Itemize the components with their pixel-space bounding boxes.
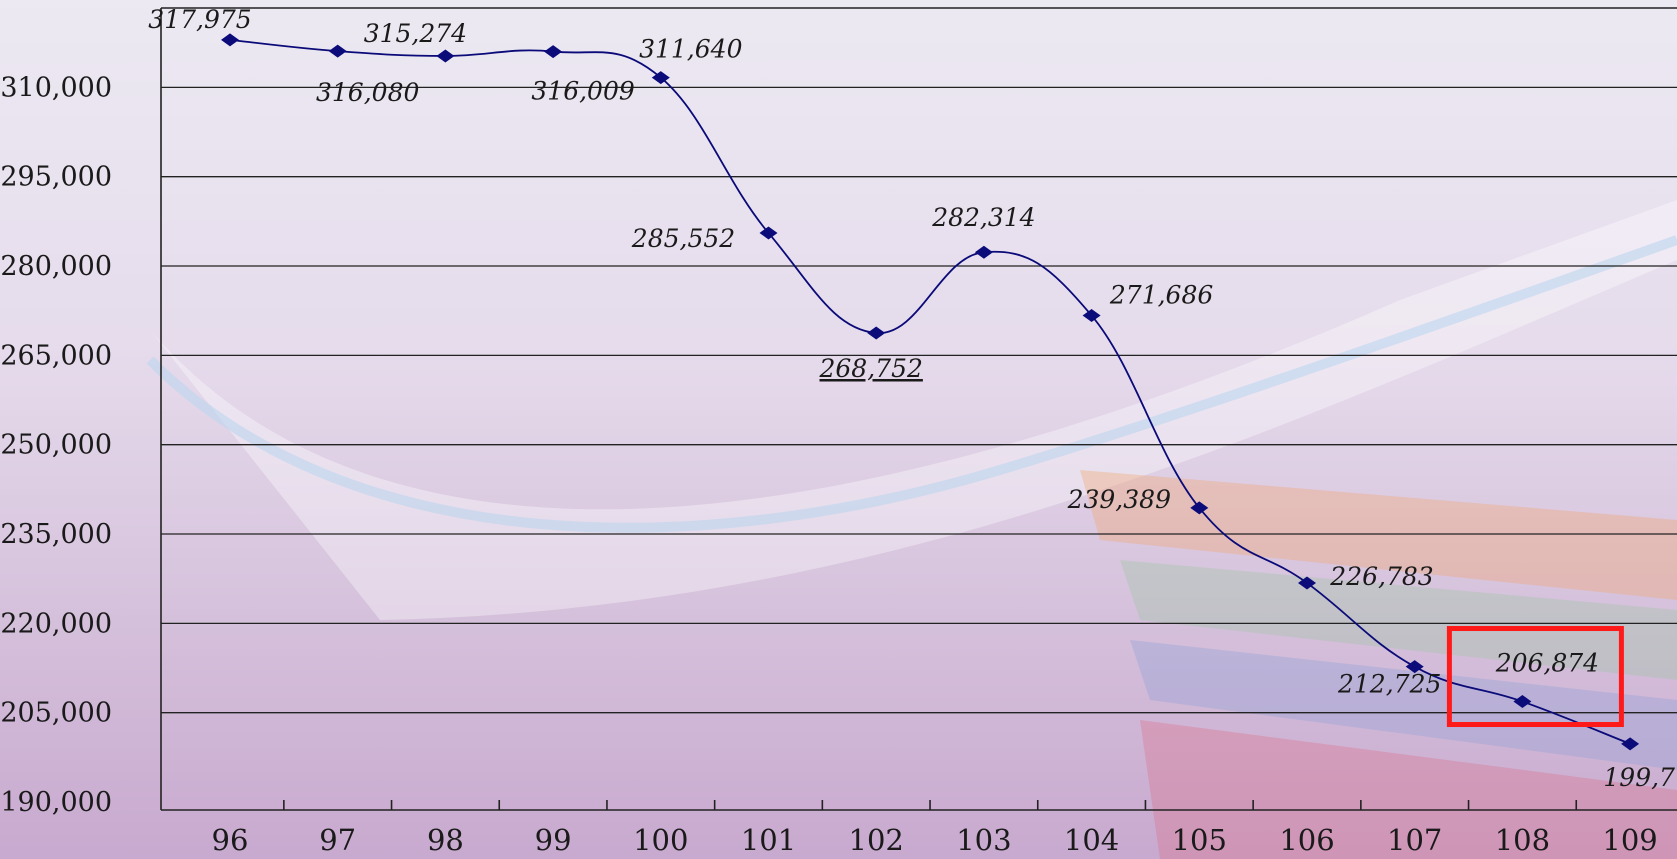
data-label: 282,314 bbox=[931, 203, 1035, 232]
data-label: 212,725 bbox=[1337, 670, 1441, 699]
y-tick-label: 250,000 bbox=[0, 430, 112, 461]
axes bbox=[160, 7, 1677, 811]
data-point-marker bbox=[974, 245, 993, 259]
data-label: 199,770 bbox=[1603, 763, 1677, 792]
x-tick-label: 107 bbox=[1387, 823, 1442, 857]
data-point-marker bbox=[1621, 737, 1640, 751]
data-label: 317,975 bbox=[148, 5, 251, 34]
y-tick-label: 190,000 bbox=[0, 787, 112, 818]
data-label: 226,783 bbox=[1329, 562, 1433, 591]
data-point-marker bbox=[867, 326, 886, 340]
data-point-marker bbox=[651, 71, 670, 85]
data-label: 285,552 bbox=[631, 224, 735, 253]
data-label: 206,874 bbox=[1495, 649, 1599, 678]
highlight-box bbox=[1446, 626, 1624, 728]
y-tick-label: 310,000 bbox=[0, 72, 112, 103]
data-point-marker bbox=[544, 45, 563, 59]
x-tick-label: 106 bbox=[1279, 823, 1334, 857]
data-point-marker bbox=[1405, 660, 1424, 674]
x-tick-label: 96 bbox=[212, 823, 249, 857]
x-tick-label: 103 bbox=[956, 823, 1011, 857]
data-label: 239,389 bbox=[1067, 485, 1171, 514]
x-tick-label: 108 bbox=[1495, 823, 1550, 857]
data-label: 271,686 bbox=[1109, 281, 1213, 310]
data-label: 311,640 bbox=[639, 35, 742, 64]
x-tick-label: 97 bbox=[319, 823, 356, 857]
data-point-marker bbox=[221, 33, 239, 47]
y-tick-label: 205,000 bbox=[0, 698, 112, 729]
data-point-marker bbox=[1513, 695, 1532, 709]
x-tick-label: 98 bbox=[427, 823, 464, 857]
data-label: 316,009 bbox=[531, 77, 634, 106]
series-line bbox=[229, 38, 1631, 745]
data-markers bbox=[221, 33, 1640, 751]
y-tick-label: 295,000 bbox=[0, 162, 112, 193]
y-tick-labels: 190,000 205,000 220,000 235,000 250,000 265,0… bbox=[0, 72, 112, 818]
y-tick-label: 220,000 bbox=[0, 608, 112, 639]
x-tick-label: 104 bbox=[1064, 823, 1119, 857]
data-point-marker bbox=[328, 44, 347, 58]
x-tick-label: 105 bbox=[1172, 823, 1227, 857]
y-tick-label: 265,000 bbox=[0, 340, 112, 371]
x-tick-labels: 96 97 98 99 100 101 102 103 104 105 106 107 108 109 bbox=[212, 800, 1658, 857]
x-tick-label: 109 bbox=[1602, 823, 1657, 857]
data-point-marker bbox=[759, 226, 778, 240]
data-point-marker bbox=[1190, 501, 1209, 515]
data-point-marker bbox=[436, 49, 455, 63]
x-tick-label: 101 bbox=[741, 823, 796, 857]
data-point-marker bbox=[1298, 576, 1316, 590]
y-tick-label: 280,000 bbox=[0, 251, 112, 282]
gridlines bbox=[161, 86, 1677, 714]
y-tick-label: 235,000 bbox=[0, 519, 112, 550]
data-label: 316,080 bbox=[316, 78, 419, 107]
x-tick-label: 102 bbox=[849, 823, 904, 857]
data-label: 268,752 bbox=[819, 354, 923, 383]
x-tick-label: 100 bbox=[633, 823, 688, 857]
x-tick-label: 99 bbox=[535, 823, 572, 857]
data-label: 315,274 bbox=[364, 19, 467, 48]
data-point-marker bbox=[1082, 309, 1101, 323]
